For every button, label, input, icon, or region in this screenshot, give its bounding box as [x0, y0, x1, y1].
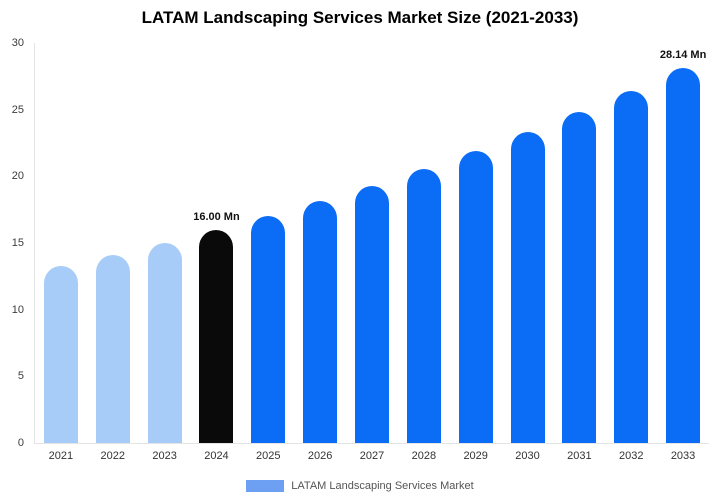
x-axis-label: 2025: [256, 450, 281, 462]
x-axis-label: 2023: [152, 450, 177, 462]
bar-value-label: 16.00 Mn: [193, 210, 240, 223]
y-axis-label: 0: [17, 437, 24, 449]
x-axis-label: 2021: [48, 450, 74, 462]
bar-column: 2028: [398, 43, 450, 462]
legend: LATAM Landscaping Services Market: [0, 480, 720, 492]
bar-column: 2023: [139, 43, 191, 462]
y-axis-label: 25: [11, 103, 24, 116]
bar-column: 2022: [87, 43, 139, 462]
y-axis-label: 5: [17, 370, 24, 383]
bar-column: 2030: [502, 43, 554, 462]
bar-column: 2025: [242, 43, 294, 462]
x-axis-label: 2024: [204, 450, 229, 462]
y-axis-label: 20: [11, 170, 24, 183]
bar-2024: [199, 229, 234, 443]
x-axis-label: 2032: [618, 450, 644, 462]
bar-2033: [666, 67, 701, 443]
plot-area: 2021 2022 2023 16.00 Mn 2024 2025 2026 2027 2028…: [34, 43, 709, 462]
x-axis-label: 2033: [670, 450, 696, 462]
y-axis-label: 30: [11, 37, 24, 49]
chart-title: LATAM Landscaping Services Market Size (…: [141, 8, 579, 27]
legend-label: LATAM Landscaping Services Market: [291, 480, 474, 492]
y-axis-label: 10: [11, 303, 24, 316]
bar-column: 2029: [450, 43, 502, 462]
bar-column: 2031: [553, 43, 605, 462]
bar-2023: [147, 242, 182, 443]
x-axis-label: 2029: [463, 450, 488, 462]
bar-column: 16.00 Mn 2024: [191, 43, 243, 462]
bar-2025: [251, 215, 286, 443]
bar-column: 2032: [605, 43, 657, 462]
bar-2031: [562, 112, 597, 443]
bar-column: 2027: [346, 43, 398, 462]
bar-value-label: 28.14 Mn: [659, 48, 707, 61]
bar-2027: [354, 185, 389, 443]
y-axis-label: 15: [11, 237, 24, 249]
x-axis-label: 2022: [100, 450, 125, 462]
legend-swatch: [246, 480, 285, 492]
bar-2022: [95, 254, 130, 443]
bar-2032: [614, 90, 649, 443]
bar-2028: [406, 168, 441, 443]
bar-column: 2021: [35, 43, 87, 462]
x-axis-label: 2027: [359, 450, 385, 462]
x-axis-label: 2026: [307, 450, 333, 462]
bar-2030: [510, 132, 545, 443]
x-axis-label: 2028: [411, 450, 437, 462]
bar-column: 2026: [294, 43, 346, 462]
x-axis-label: 2031: [567, 450, 592, 462]
bar-2026: [303, 201, 338, 443]
bar-2021: [43, 266, 78, 443]
x-axis-label: 2030: [515, 450, 540, 462]
bar-2029: [458, 151, 493, 443]
bar-column: 28.14 Mn 2033: [657, 43, 709, 462]
